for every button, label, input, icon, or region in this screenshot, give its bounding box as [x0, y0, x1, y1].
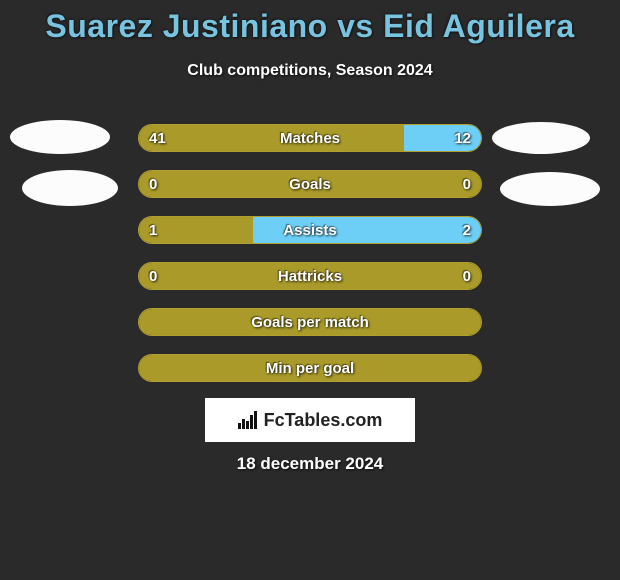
- stat-value-left: 0: [149, 263, 157, 289]
- stat-row: Assists1 2: [138, 216, 482, 244]
- stat-row: Matches41 12: [138, 124, 482, 152]
- stat-row: Goals per match: [138, 308, 482, 336]
- subtitle: Club competitions, Season 2024: [0, 62, 620, 80]
- stat-row: Min per goal: [138, 354, 482, 382]
- date-label: 18 december 2024: [0, 454, 620, 474]
- stat-label: Goals: [139, 171, 481, 197]
- brand-logo-text: FcTables.com: [238, 410, 383, 431]
- stat-value-left: 0: [149, 171, 157, 197]
- stats-chart: Matches4112Goals00Assists12Hattricks00Go…: [138, 124, 482, 400]
- stat-value-left: 1: [149, 217, 157, 243]
- stat-label: Matches: [139, 125, 481, 151]
- stat-label: Min per goal: [139, 355, 481, 381]
- stat-label: Goals per match: [139, 309, 481, 335]
- brand-logo[interactable]: FcTables.com: [205, 398, 415, 442]
- stat-row: Hattricks0 0: [138, 262, 482, 290]
- avatar-placeholder: [492, 122, 590, 154]
- page-title: Suarez Justiniano vs Eid Aguilera: [0, 8, 620, 45]
- avatar-placeholder: [10, 120, 110, 154]
- avatar-placeholder: [500, 172, 600, 206]
- stat-label: Hattricks: [139, 263, 481, 289]
- stat-value-right: 0: [463, 171, 471, 197]
- stat-row: Goals0 0: [138, 170, 482, 198]
- stat-value-left: 41: [149, 125, 166, 151]
- brand-logo-label: FcTables.com: [264, 410, 383, 431]
- avatar-placeholder: [22, 170, 118, 206]
- stat-value-right: 2: [463, 217, 471, 243]
- comparison-card: Suarez Justiniano vs Eid Aguilera Club c…: [0, 0, 620, 580]
- bars-icon: [238, 411, 260, 429]
- stat-value-right: 0: [463, 263, 471, 289]
- stat-label: Assists: [139, 217, 481, 243]
- stat-value-right: 12: [454, 125, 471, 151]
